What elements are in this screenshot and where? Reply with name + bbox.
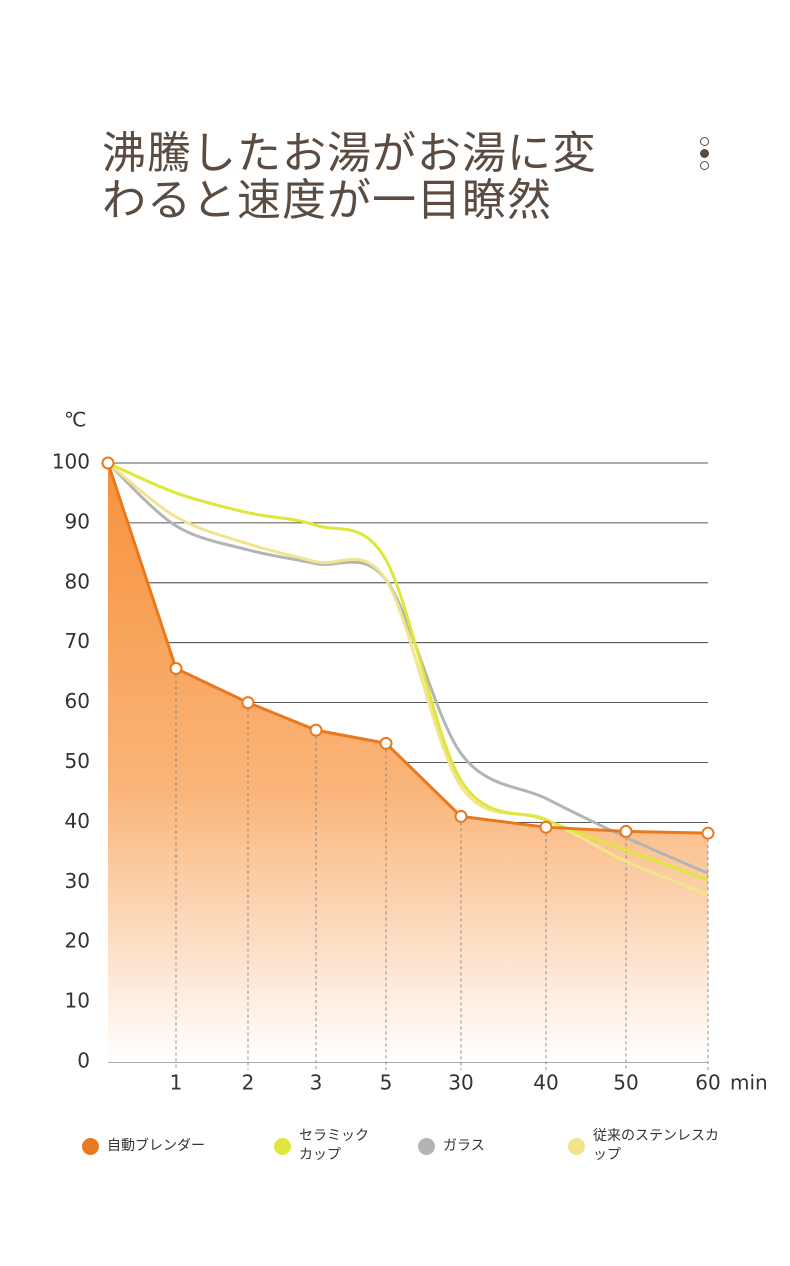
x-unit: min — [730, 1071, 768, 1095]
y-tick-label: 80 — [65, 569, 90, 593]
legend-swatch — [274, 1137, 291, 1155]
area — [108, 463, 708, 1062]
point — [379, 736, 393, 750]
point — [169, 661, 183, 675]
series-line — [107, 461, 709, 896]
legend-label: 従来のステンレスカップ — [593, 1128, 719, 1163]
y-unit: ℃ — [64, 408, 86, 432]
x-tick-label: 40 — [533, 1071, 558, 1095]
y-tick-label: 90 — [65, 509, 90, 533]
x-tick-label: 1 — [170, 1071, 183, 1095]
y-tick-label: 10 — [65, 989, 90, 1013]
legend-item: 自動ブレンダー — [82, 1126, 247, 1166]
x-tick-label: 30 — [448, 1071, 473, 1095]
x-tick-label: 50 — [613, 1071, 638, 1095]
y-tick-label: 30 — [65, 869, 90, 893]
point — [101, 456, 115, 470]
y-tick-label: 60 — [65, 689, 90, 713]
legend-swatch — [418, 1137, 435, 1155]
legend-swatch — [568, 1137, 585, 1155]
point — [454, 809, 468, 823]
legend-item: 従来のステンレスカップ — [568, 1126, 721, 1166]
series-line — [106, 461, 709, 875]
title-line: 沸騰したお湯がお湯に変 — [102, 128, 597, 179]
y-tick-label: 70 — [65, 629, 90, 653]
point — [309, 723, 323, 737]
page-indicator — [700, 137, 709, 173]
legend-label: ガラス — [443, 1137, 485, 1154]
legend-label: セラミックカップ — [299, 1128, 369, 1163]
x-tick-label: 2 — [242, 1071, 255, 1095]
title-line: わると速度が一目瞭然 — [102, 175, 552, 226]
y-tick-label: 0 — [77, 1049, 90, 1073]
y-tick-label: 50 — [65, 749, 90, 773]
point — [619, 824, 633, 838]
point — [241, 696, 255, 710]
y-tick-label: 100 — [52, 450, 90, 474]
point — [539, 820, 553, 834]
y-tick-label: 40 — [65, 809, 90, 833]
legend-swatch — [82, 1137, 99, 1155]
legend-item: ガラス — [418, 1126, 533, 1166]
point — [701, 826, 715, 840]
legend: 自動ブレンダー セラミックカップ ガラス 従来のステンレスカップ — [0, 1126, 790, 1166]
y-tick-label: 20 — [65, 929, 90, 953]
series-line — [107, 461, 709, 882]
x-tick-label: 60 — [695, 1071, 720, 1095]
x-tick-label: 5 — [380, 1071, 393, 1095]
x-tick-label: 3 — [310, 1071, 323, 1095]
legend-label: 自動ブレンダー — [107, 1137, 205, 1154]
legend-item: セラミックカップ — [274, 1126, 379, 1166]
title: 沸騰したお湯がお湯に変 わると速度が一目瞭然 — [102, 130, 597, 224]
